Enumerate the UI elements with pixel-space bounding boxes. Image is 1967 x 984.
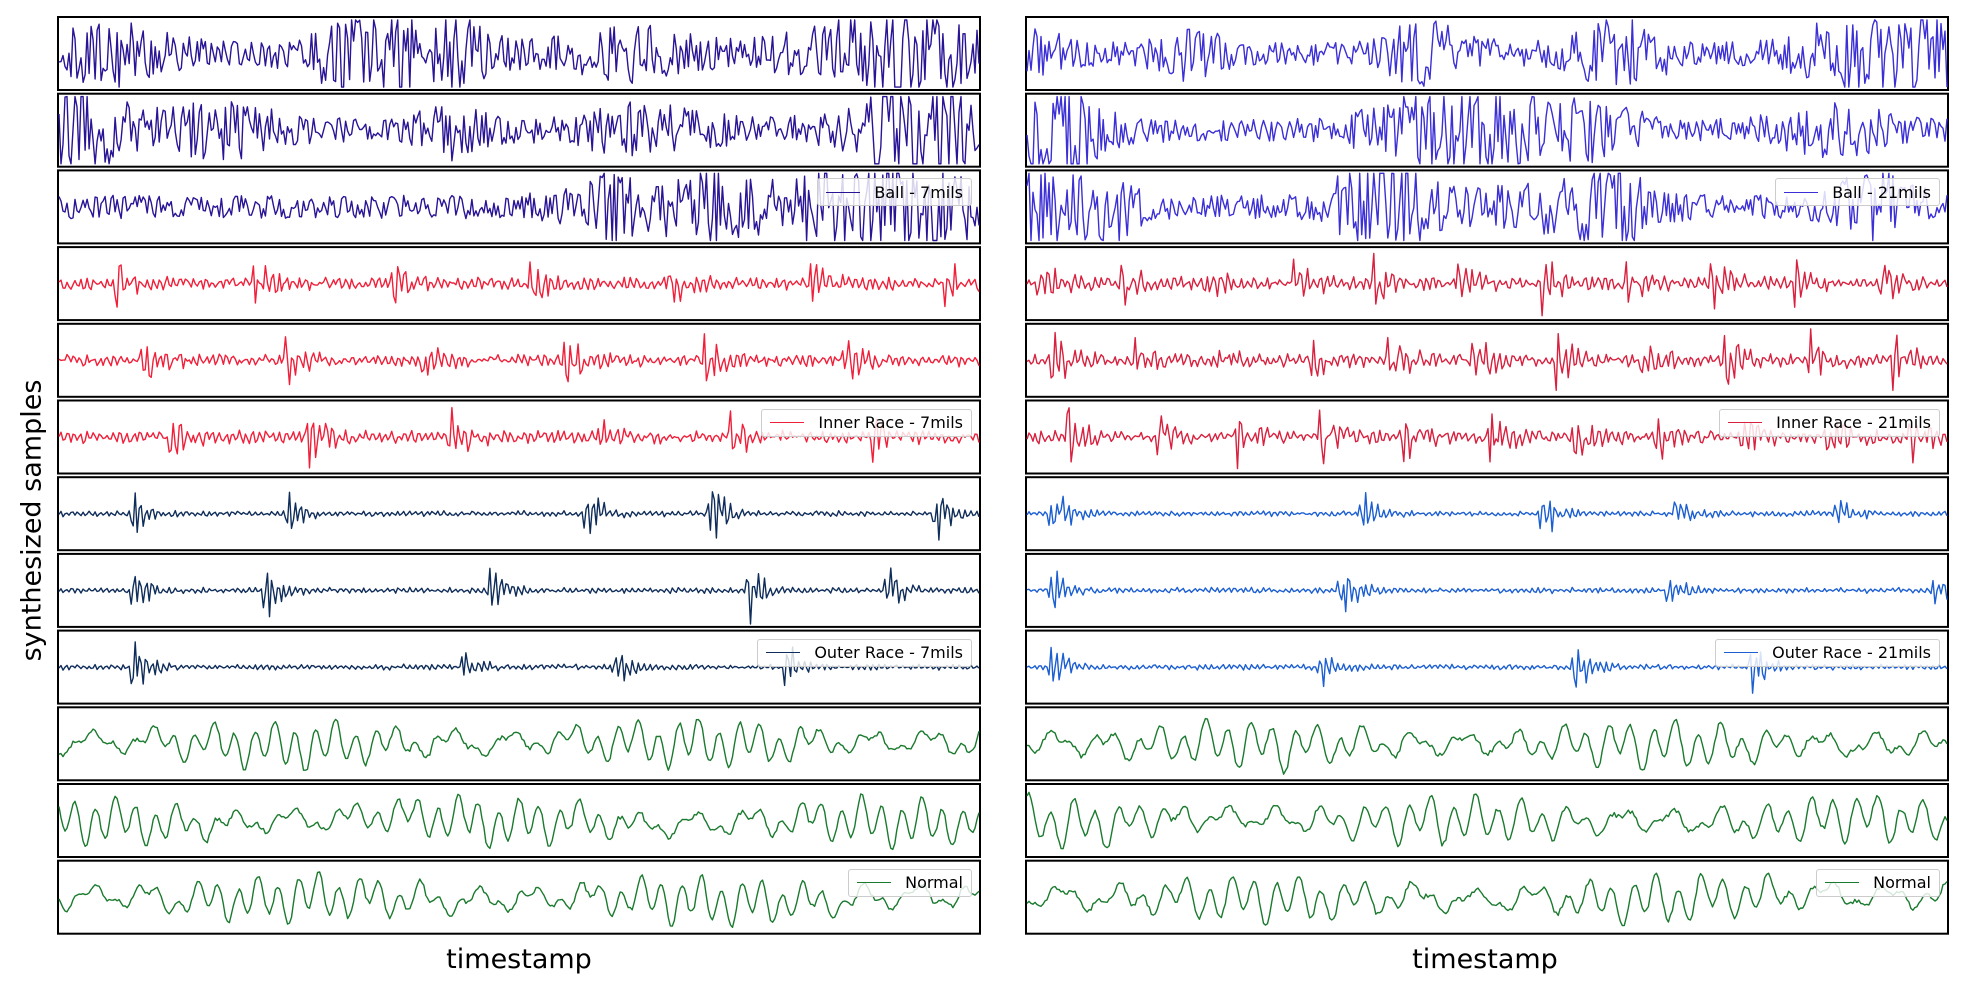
legend-entry: Normal [848,868,972,897]
series-line [58,793,980,851]
subplot-frame [57,246,981,322]
legend-label: Outer Race - 21mils [1772,643,1931,663]
legend-swatch [1784,191,1819,193]
series-line [1026,791,1948,850]
series-line [1026,172,1948,242]
subplot-frame [1025,552,1949,628]
y-axis-label: synthesized samples [16,379,48,661]
legend-entry: Inner Race - 21mils [1719,408,1940,437]
legend-swatch [826,191,861,193]
legend-label: Inner Race - 7mils [818,413,963,432]
legend-entry: Outer Race - 21mils [1715,638,1940,667]
subplot-frame [57,16,981,91]
subplot-frame [57,552,981,628]
subplot-frame [1025,92,1949,168]
legend-swatch [857,882,892,884]
series-line [1026,646,1948,694]
subplot-frame [1025,322,1949,398]
legend-label: Normal [1873,873,1931,893]
subplot-frame [1025,16,1949,91]
legend-entry: Inner Race - 7mils [761,408,972,437]
legend-label: Ball - 21mils [1832,182,1931,202]
subplot-frame [1025,859,1949,935]
legend-swatch [766,652,801,654]
series-line [1026,328,1948,391]
legend-entry: Normal [1816,868,1940,897]
subplot-frame [1025,169,1949,245]
series-line [58,172,980,242]
subplot-frame [57,322,981,398]
legend-swatch [1728,422,1763,423]
subplot-frame [57,859,981,935]
subplot-frame [1025,246,1949,322]
legend-label: Normal [905,873,963,893]
subplot-frame [1025,706,1949,782]
series-line [58,333,980,386]
x-axis-label-left: timestamp [446,944,592,975]
series-line [1026,492,1948,533]
subplot-frame [57,476,981,552]
subplot-frame [1025,629,1949,705]
series-line [1026,570,1948,613]
legend-label: Inner Race - 21mils [1776,413,1931,432]
series-line [58,261,980,308]
legend-swatch [1724,652,1759,654]
series-line [58,871,980,928]
legend-entry: Ball - 21mils [1775,178,1940,207]
series-line [58,491,980,541]
series-line [58,718,980,771]
legend-swatch [770,422,805,423]
subplot-frame [57,706,981,782]
series-line [58,567,980,625]
series-line [58,641,980,687]
legend-entry: Outer Race - 7mils [757,638,972,667]
subplot-frame [57,783,981,858]
subplot-frame [1025,476,1949,552]
legend-swatch [1825,882,1860,884]
series-line [1026,872,1948,927]
subplot-frame [1025,783,1949,858]
legend-label: Outer Race - 7mils [814,643,963,663]
series-line [1026,407,1948,470]
legend-entry: Ball - 7mils [817,178,972,207]
series-line [58,19,980,88]
subplot-frame [57,399,981,475]
series-line [1026,19,1948,88]
subplot-frame [57,629,981,705]
subplot-frame [57,169,981,245]
series-line [58,407,980,469]
subplot-frame [1025,399,1949,475]
series-line [1026,95,1948,165]
x-axis-label-right: timestamp [1412,944,1558,975]
series-line [58,95,980,165]
subplot-frame [57,92,981,168]
series-line [1026,252,1948,317]
legend-label: Ball - 7mils [874,182,963,202]
series-line [1026,717,1948,775]
